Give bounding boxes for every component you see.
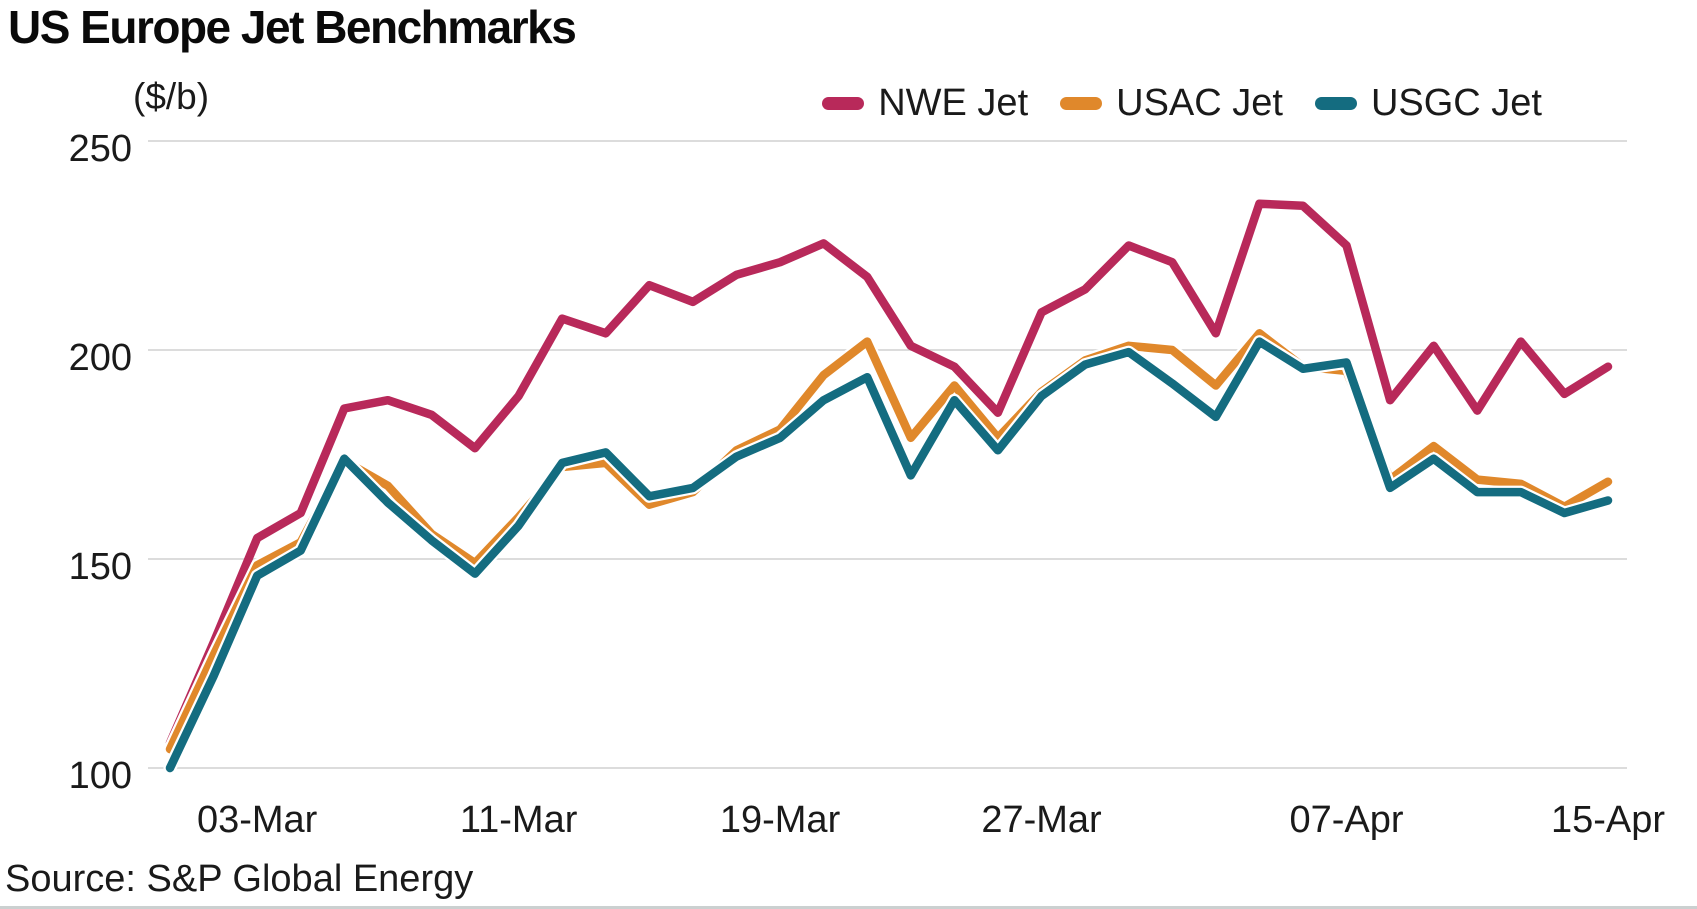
legend-label-usgc-jet: USGC Jet: [1370, 82, 1542, 124]
x-tick-label-15-Apr: 15-Apr: [1551, 799, 1665, 841]
bottom-divider: [0, 906, 1697, 909]
legend-item-usac-jet: USAC Jet: [1060, 82, 1283, 125]
nwe-jet-swatch-icon: [822, 97, 865, 110]
y-tick-label-200: 200: [69, 337, 132, 379]
legend-item-nwe-jet: NWE Jet: [822, 82, 1028, 125]
legend: NWE Jet USAC Jet USGC Jet: [822, 82, 1542, 125]
chart-title: US Europe Jet Benchmarks: [8, 1, 577, 53]
x-tick-label-11-Mar: 11-Mar: [460, 799, 578, 841]
y-tick-label-100: 100: [69, 755, 132, 797]
series-line-NWE-Jet: [165, 199, 1613, 748]
y-axis-unit-label: ($/b): [133, 76, 210, 117]
x-tick-label-07-Apr: 07-Apr: [1290, 799, 1404, 841]
source-attribution: Source: S&P Global Energy: [5, 858, 474, 900]
legend-item-usgc-jet: USGC Jet: [1314, 82, 1542, 125]
series-line-USGC-Jet: [165, 337, 1613, 773]
usgc-jet-swatch-icon: [1314, 97, 1357, 110]
y-tick-label-250: 250: [69, 128, 132, 170]
usac-jet-swatch-icon: [1060, 97, 1103, 110]
y-tick-label-150: 150: [69, 546, 132, 588]
series-casing-USGC-Jet: [163, 335, 1615, 775]
x-tick-label-27-Mar: 27-Mar: [981, 799, 1102, 841]
x-tick-label-03-Mar: 03-Mar: [197, 799, 318, 841]
legend-label-nwe-jet: NWE Jet: [878, 82, 1029, 124]
x-tick-label-19-Mar: 19-Mar: [720, 799, 841, 841]
legend-label-usac-jet: USAC Jet: [1116, 82, 1283, 124]
